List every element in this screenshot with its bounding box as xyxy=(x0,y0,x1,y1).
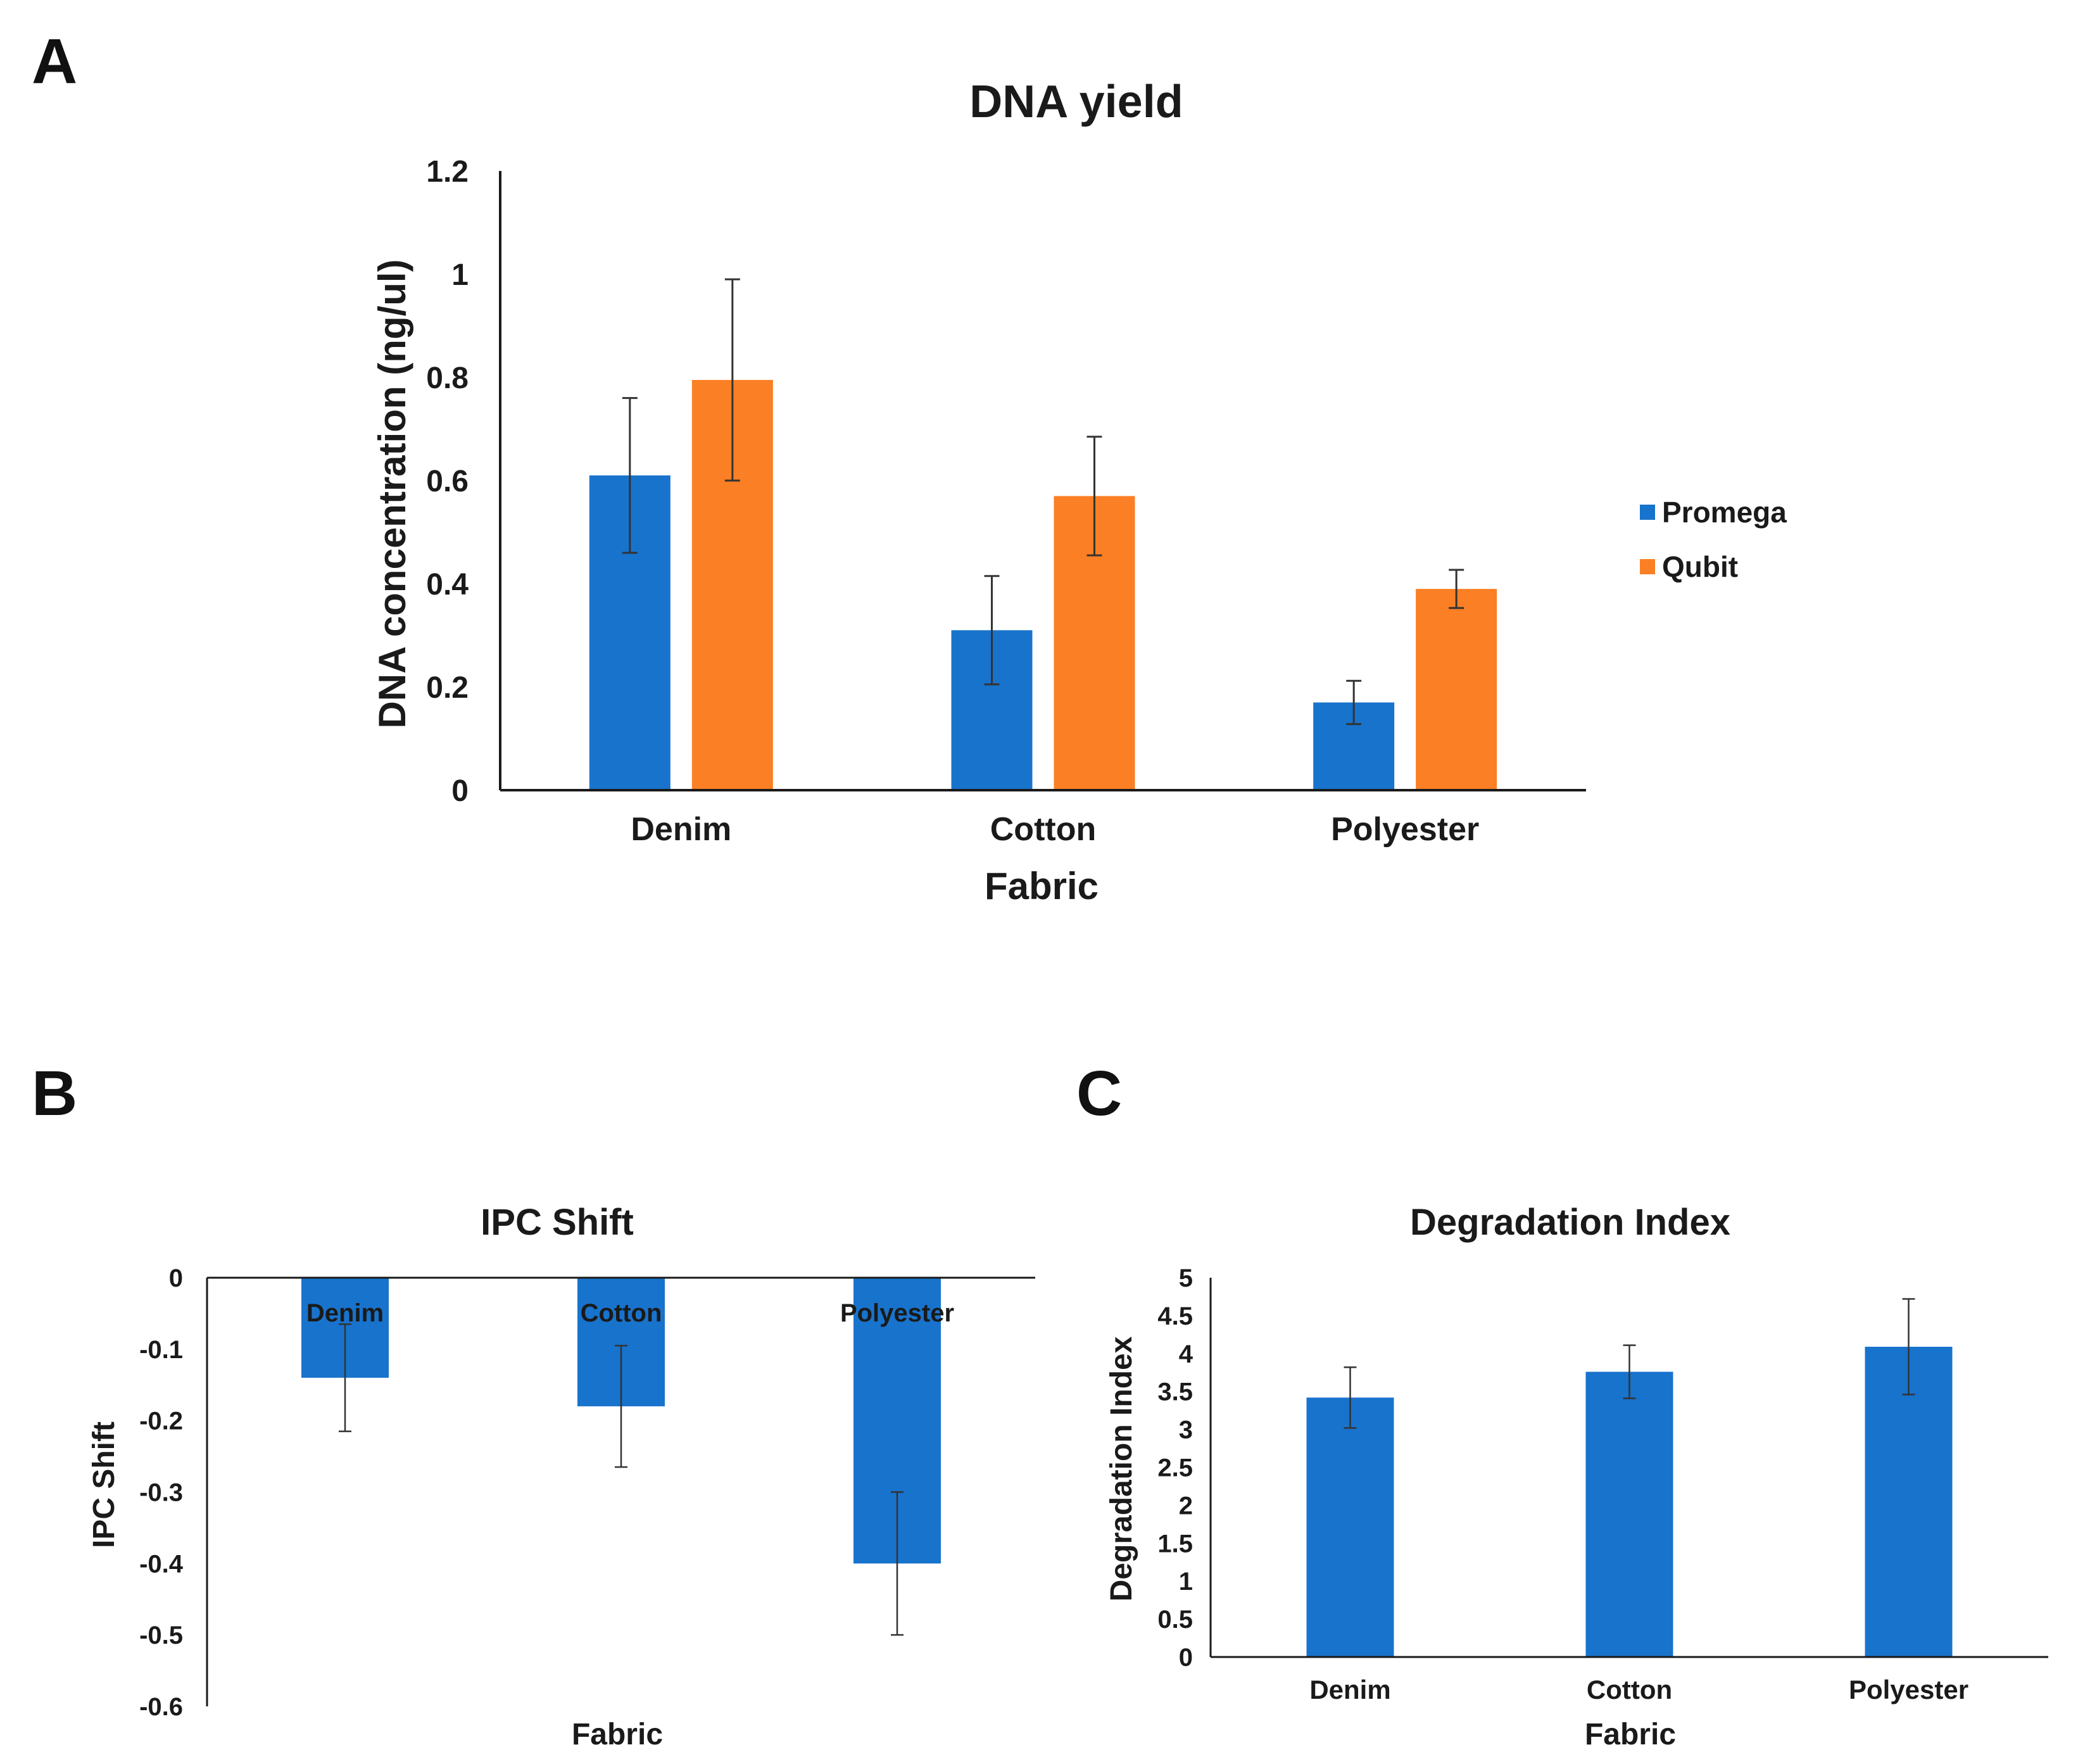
chart-c-ytick: 4 xyxy=(1179,1340,1193,1368)
chart-c-error-bars xyxy=(1344,1298,1915,1429)
chart-a-error-bars xyxy=(622,278,1464,726)
chart-c-ytick: 5 xyxy=(1179,1264,1193,1292)
chart-a-xtick: Cotton xyxy=(990,811,1096,848)
chart-c-xlabel: Fabric xyxy=(1585,1718,1676,1751)
chart-c-ytick: 4.5 xyxy=(1157,1302,1193,1330)
errorbar-denim xyxy=(1344,1366,1357,1429)
errorbar-polyester xyxy=(891,1491,904,1636)
panel-label-a: A xyxy=(32,26,78,97)
chart-b-ytick: 0 xyxy=(169,1264,183,1292)
chart-c-ytick: 0.5 xyxy=(1157,1606,1193,1634)
chart-c-ytick: 1.5 xyxy=(1157,1530,1193,1558)
chart-degradation-index: Degradation Index Degradation Index Fabr… xyxy=(1105,1202,2048,1751)
bar-polyester xyxy=(1865,1347,1953,1657)
chart-a-title: DNA yield xyxy=(969,77,1183,127)
chart-a-bars xyxy=(589,380,1497,790)
chart-c-bars xyxy=(1306,1347,1953,1657)
chart-a-ytick: 0.2 xyxy=(426,671,469,705)
chart-b-ytick: -0.2 xyxy=(139,1408,183,1435)
chart-b-ytick-labels: 0 -0.1 -0.2 -0.3 -0.4 -0.5 -0.6 xyxy=(139,1264,184,1721)
chart-c-ylabel: Degradation Index xyxy=(1105,1336,1138,1601)
errorbar-qubit-polyester xyxy=(1449,569,1464,609)
chart-a-xtick-labels: Denim Cotton Polyester xyxy=(631,811,1479,848)
legend-swatch-qubit xyxy=(1640,559,1655,574)
chart-a-ylabel: DNA concentration (ng/ul) xyxy=(371,259,413,728)
chart-a-ytick: 1.2 xyxy=(426,155,469,189)
panel-label-b: B xyxy=(32,1058,78,1129)
chart-b-ytick: -0.5 xyxy=(139,1622,183,1649)
chart-a-ytick: 0.8 xyxy=(426,362,469,395)
errorbar-promega-cotton xyxy=(984,575,1000,686)
chart-b-xlabel: Fabric xyxy=(572,1718,663,1751)
chart-a-xlabel: Fabric xyxy=(985,865,1099,907)
chart-b-ylabel: IPC Shift xyxy=(87,1421,121,1548)
chart-b-xtick: Denim xyxy=(306,1299,384,1327)
chart-a-ytick: 0.4 xyxy=(426,568,469,602)
errorbar-promega-polyester xyxy=(1346,679,1362,726)
chart-c-xtick-labels: Denim Cotton Polyester xyxy=(1309,1675,1968,1704)
bar-qubit-polyester xyxy=(1416,589,1497,790)
errorbar-qubit-cotton xyxy=(1086,436,1102,557)
chart-a-ytick: 1 xyxy=(451,258,469,292)
chart-c-ytick: 2.5 xyxy=(1157,1454,1193,1482)
chart-c-xtick: Cotton xyxy=(1587,1675,1672,1704)
chart-c-xtick: Polyester xyxy=(1849,1675,1968,1704)
chart-c-ytick: 3 xyxy=(1179,1416,1193,1444)
bar-denim xyxy=(1306,1397,1394,1657)
chart-b-xtick: Cotton xyxy=(581,1299,662,1327)
errorbar-denim xyxy=(339,1323,351,1432)
errorbar-cotton xyxy=(615,1344,627,1468)
chart-c-ytick: 2 xyxy=(1179,1492,1193,1520)
chart-a-xtick: Polyester xyxy=(1331,811,1479,848)
chart-a-legend: Promega Qubit xyxy=(1640,496,1787,583)
chart-c-ytick-labels: 0 0.5 1 1.5 2 2.5 3 3.5 4 4.5 5 xyxy=(1157,1264,1193,1672)
chart-a-ytick-labels: 0 0.2 0.4 0.6 0.8 1 1.2 xyxy=(426,155,469,808)
chart-a-ytick: 0 xyxy=(451,774,469,808)
chart-b-ytick: -0.1 xyxy=(139,1336,183,1364)
legend-label-qubit: Qubit xyxy=(1662,550,1738,583)
chart-b-error-bars xyxy=(339,1323,904,1636)
chart-b-ytick: -0.4 xyxy=(139,1550,184,1578)
chart-b-ytick: -0.6 xyxy=(139,1693,183,1721)
chart-c-ytick: 1 xyxy=(1179,1568,1193,1596)
legend-label-promega: Promega xyxy=(1662,496,1787,529)
bar-cotton xyxy=(1585,1371,1673,1657)
chart-b-title: IPC Shift xyxy=(481,1202,634,1243)
errorbar-promega-denim xyxy=(622,397,638,554)
panel-label-c: C xyxy=(1076,1058,1123,1129)
errorbar-cotton xyxy=(1623,1344,1636,1399)
legend-swatch-promega xyxy=(1640,505,1655,520)
chart-c-xtick: Denim xyxy=(1309,1675,1390,1704)
errorbar-qubit-denim xyxy=(724,278,740,482)
chart-b-ytick: -0.3 xyxy=(139,1479,183,1507)
chart-a-xtick: Denim xyxy=(631,811,731,848)
chart-a-ytick: 0.6 xyxy=(426,465,469,498)
errorbar-polyester xyxy=(1902,1298,1915,1395)
chart-c-title: Degradation Index xyxy=(1410,1202,1730,1243)
chart-dna-yield: DNA yield DNA concentration (ng/ul) Fabr… xyxy=(371,77,1787,907)
chart-c-ytick: 0 xyxy=(1179,1644,1193,1672)
chart-ipc-shift: IPC Shift IPC Shift Fabric 0 -0.1 -0.2 -0.3… xyxy=(87,1202,1035,1751)
chart-b-xtick-labels: Denim Cotton Polyester xyxy=(306,1299,954,1327)
chart-c-ytick: 3.5 xyxy=(1157,1378,1193,1406)
chart-b-xtick: Polyester xyxy=(840,1299,954,1327)
